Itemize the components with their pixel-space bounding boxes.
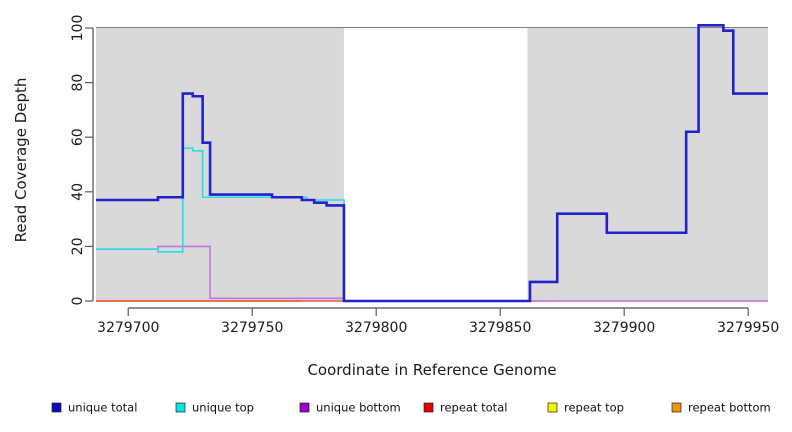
y-tick-label-60: 60: [70, 128, 86, 146]
y-tick-label-0: 0: [70, 297, 86, 306]
x-axis-title: Coordinate in Reference Genome: [307, 361, 556, 379]
x-axis: 3279700 3279750 3279800 3279850 3279900 32799…: [97, 307, 779, 336]
data-traces: [96, 23, 768, 303]
legend-label-repeat-total: repeat total: [440, 401, 507, 415]
trace-unique-total: [96, 23, 768, 303]
y-tick-label-80: 80: [70, 74, 86, 92]
y-tick-label-40: 40: [70, 183, 86, 201]
x-tick-label-3279850: 3279850: [469, 320, 531, 336]
shaded-region-0: [96, 28, 344, 301]
legend-swatch-repeat-bottom: [671, 402, 682, 413]
y-tick-label-20: 20: [70, 237, 86, 255]
x-tick-label-3279950: 3279950: [717, 320, 779, 336]
shaded-region-group: [96, 28, 768, 301]
x-tick-label-3279750: 3279750: [221, 320, 283, 336]
legend-label-unique-bottom: unique bottom: [316, 401, 401, 415]
x-tick-label-3279700: 3279700: [97, 320, 159, 336]
legend-swatch-unique-total: [51, 402, 62, 413]
legend-label-unique-total: unique total: [68, 401, 137, 415]
legend-label-repeat-bottom: repeat bottom: [688, 401, 771, 415]
y-axis-title: Read Coverage Depth: [12, 78, 30, 243]
x-tick-label-3279800: 3279800: [345, 320, 407, 336]
legend: unique total unique top unique bottom repea…: [51, 401, 771, 415]
legend-label-unique-top: unique top: [192, 401, 254, 415]
legend-swatch-repeat-total: [423, 402, 434, 413]
y-tick-label-100: 100: [70, 15, 86, 42]
legend-swatch-unique-top: [175, 402, 186, 413]
x-tick-label-3279900: 3279900: [593, 320, 655, 336]
legend-swatch-unique-bottom: [299, 402, 310, 413]
legend-label-repeat-top: repeat top: [564, 401, 624, 415]
y-axis: 0 20 40 60 80 100: [70, 15, 94, 306]
shaded-region-1: [527, 28, 768, 301]
trace-unique-top: [96, 147, 345, 301]
legend-swatch-repeat-top: [547, 402, 558, 413]
